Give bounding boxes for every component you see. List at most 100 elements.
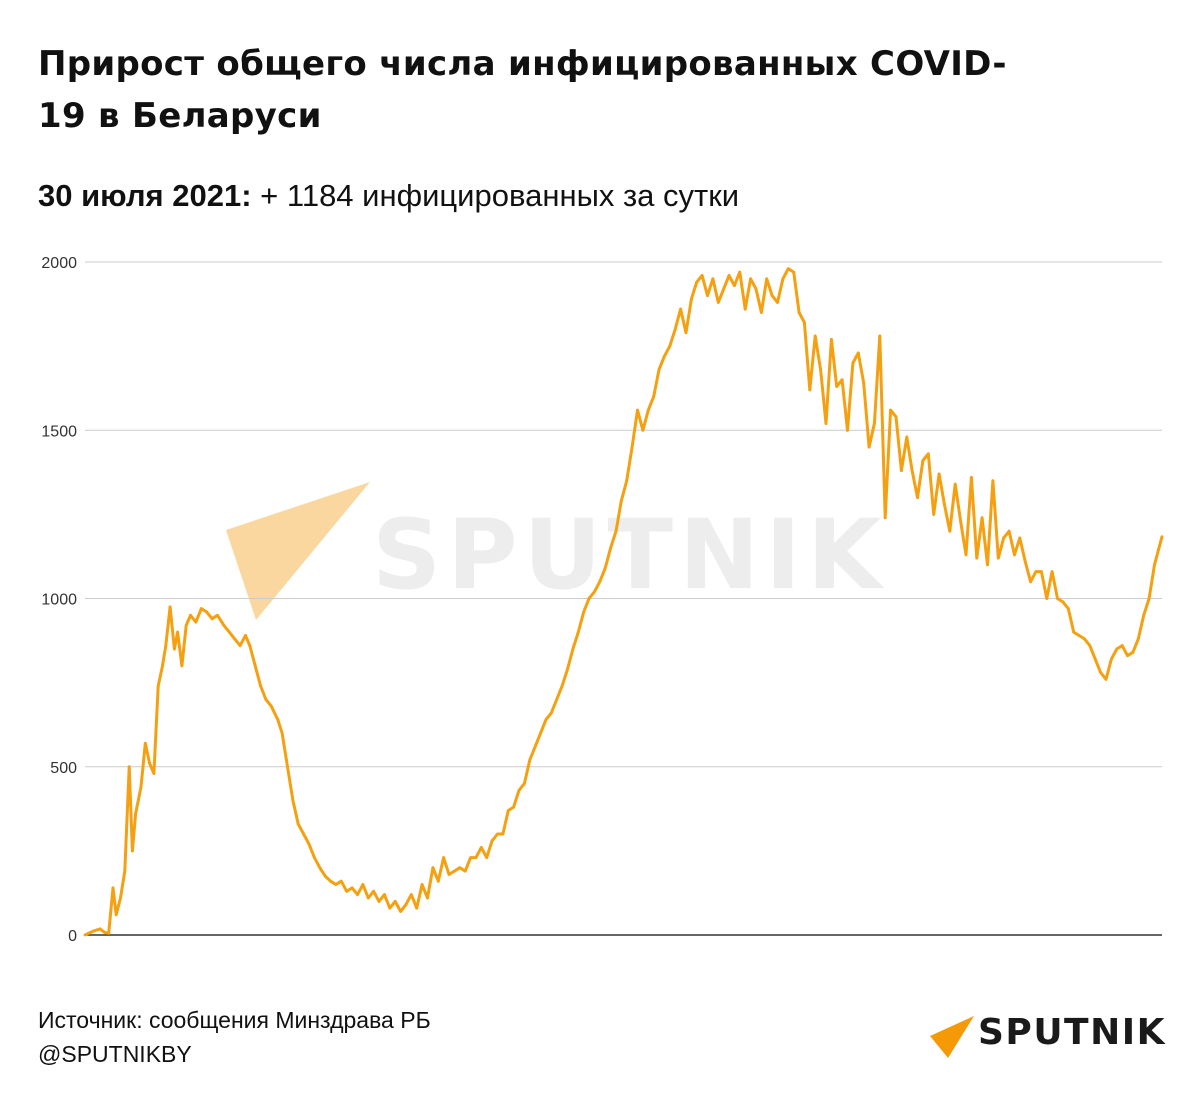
data-point	[1160, 535, 1164, 538]
data-point	[361, 883, 365, 886]
data-point	[786, 267, 790, 271]
data-point	[711, 277, 715, 281]
data-point	[1083, 637, 1086, 641]
data-point	[307, 842, 311, 846]
data-point	[733, 284, 736, 287]
data-point	[1029, 580, 1032, 584]
data-point	[83, 933, 87, 937]
data-point	[479, 846, 483, 849]
data-point	[431, 866, 435, 870]
data-point	[302, 832, 305, 836]
data-point	[426, 896, 429, 900]
data-point	[657, 368, 661, 372]
data-point	[1099, 671, 1102, 674]
data-point	[103, 930, 106, 934]
data-point	[276, 718, 280, 721]
data-point	[760, 311, 763, 314]
data-point	[469, 856, 472, 859]
data-point	[409, 893, 413, 896]
data-point	[222, 624, 226, 627]
data-point	[1147, 597, 1151, 600]
data-point	[194, 620, 198, 624]
data-point	[244, 634, 247, 637]
watermark-arrow-icon	[226, 482, 370, 620]
data-point	[593, 590, 596, 594]
data-point	[107, 931, 111, 935]
data-point	[119, 896, 122, 900]
watermark-text: SPUTNIK	[372, 499, 887, 611]
source-text: Источник: сообщения Минздрава РБ	[38, 1007, 431, 1033]
data-point	[1018, 536, 1022, 540]
data-point	[1061, 600, 1065, 604]
data-point	[614, 529, 618, 533]
chart-footer: Источник: сообщения Минздрава РБ @SPUTNI…	[38, 1003, 431, 1071]
data-point	[1126, 654, 1129, 658]
data-point	[598, 580, 602, 584]
data-point	[442, 856, 445, 859]
data-point	[248, 644, 252, 647]
data-point	[148, 762, 152, 765]
data-point	[184, 624, 188, 627]
data-point	[1045, 597, 1049, 600]
data-point	[98, 927, 102, 931]
data-point	[722, 287, 726, 291]
data-point	[180, 664, 184, 668]
data-points	[83, 267, 1164, 937]
data-point	[173, 647, 176, 651]
data-point	[932, 513, 936, 516]
data-point	[571, 647, 575, 651]
data-point	[1072, 630, 1076, 634]
data-point	[323, 874, 327, 878]
data-point	[840, 378, 844, 382]
data-point	[168, 605, 172, 609]
data-point	[781, 277, 785, 281]
data-point	[1153, 563, 1156, 567]
data-point	[1007, 529, 1011, 533]
data-point	[749, 277, 752, 281]
data-point	[846, 428, 849, 432]
data-point	[164, 644, 168, 647]
data-point	[415, 906, 419, 910]
data-point	[458, 866, 462, 870]
data-point	[619, 499, 623, 503]
data-point	[582, 610, 586, 614]
data-point	[1131, 650, 1135, 654]
data-point	[313, 856, 316, 859]
data-point	[490, 839, 494, 843]
data-point	[210, 617, 214, 621]
data-point	[996, 556, 1000, 560]
data-point	[738, 270, 742, 274]
sputnik-watermark: SPUTNIK	[226, 482, 887, 620]
data-point	[1136, 637, 1140, 641]
y-tick-label: 1500	[41, 423, 77, 440]
data-point	[318, 866, 322, 870]
data-point	[143, 741, 147, 745]
data-point	[824, 422, 828, 425]
y-axis-ticks: 0 500 1000 1500 2000	[41, 255, 77, 945]
subtitle-date: 30 июля 2021:	[38, 178, 252, 213]
data-point	[176, 630, 180, 634]
data-point	[690, 297, 693, 301]
data-point	[205, 610, 209, 614]
data-point	[238, 644, 242, 647]
data-point	[189, 613, 192, 617]
data-point	[636, 408, 639, 412]
data-point	[1142, 613, 1146, 617]
data-point	[114, 913, 118, 917]
data-point	[334, 883, 338, 886]
data-point	[388, 906, 392, 910]
data-point	[393, 900, 397, 903]
data-point	[1104, 677, 1108, 681]
y-tick-label: 0	[68, 928, 77, 945]
data-point	[991, 479, 995, 483]
data-point	[139, 785, 143, 789]
data-point	[926, 452, 930, 456]
data-point	[233, 637, 237, 641]
data-point	[485, 856, 489, 859]
data-point	[296, 822, 300, 826]
data-point	[830, 338, 833, 341]
data-point	[851, 361, 855, 365]
data-point	[835, 385, 839, 388]
data-point	[127, 765, 131, 769]
data-point	[549, 711, 553, 715]
